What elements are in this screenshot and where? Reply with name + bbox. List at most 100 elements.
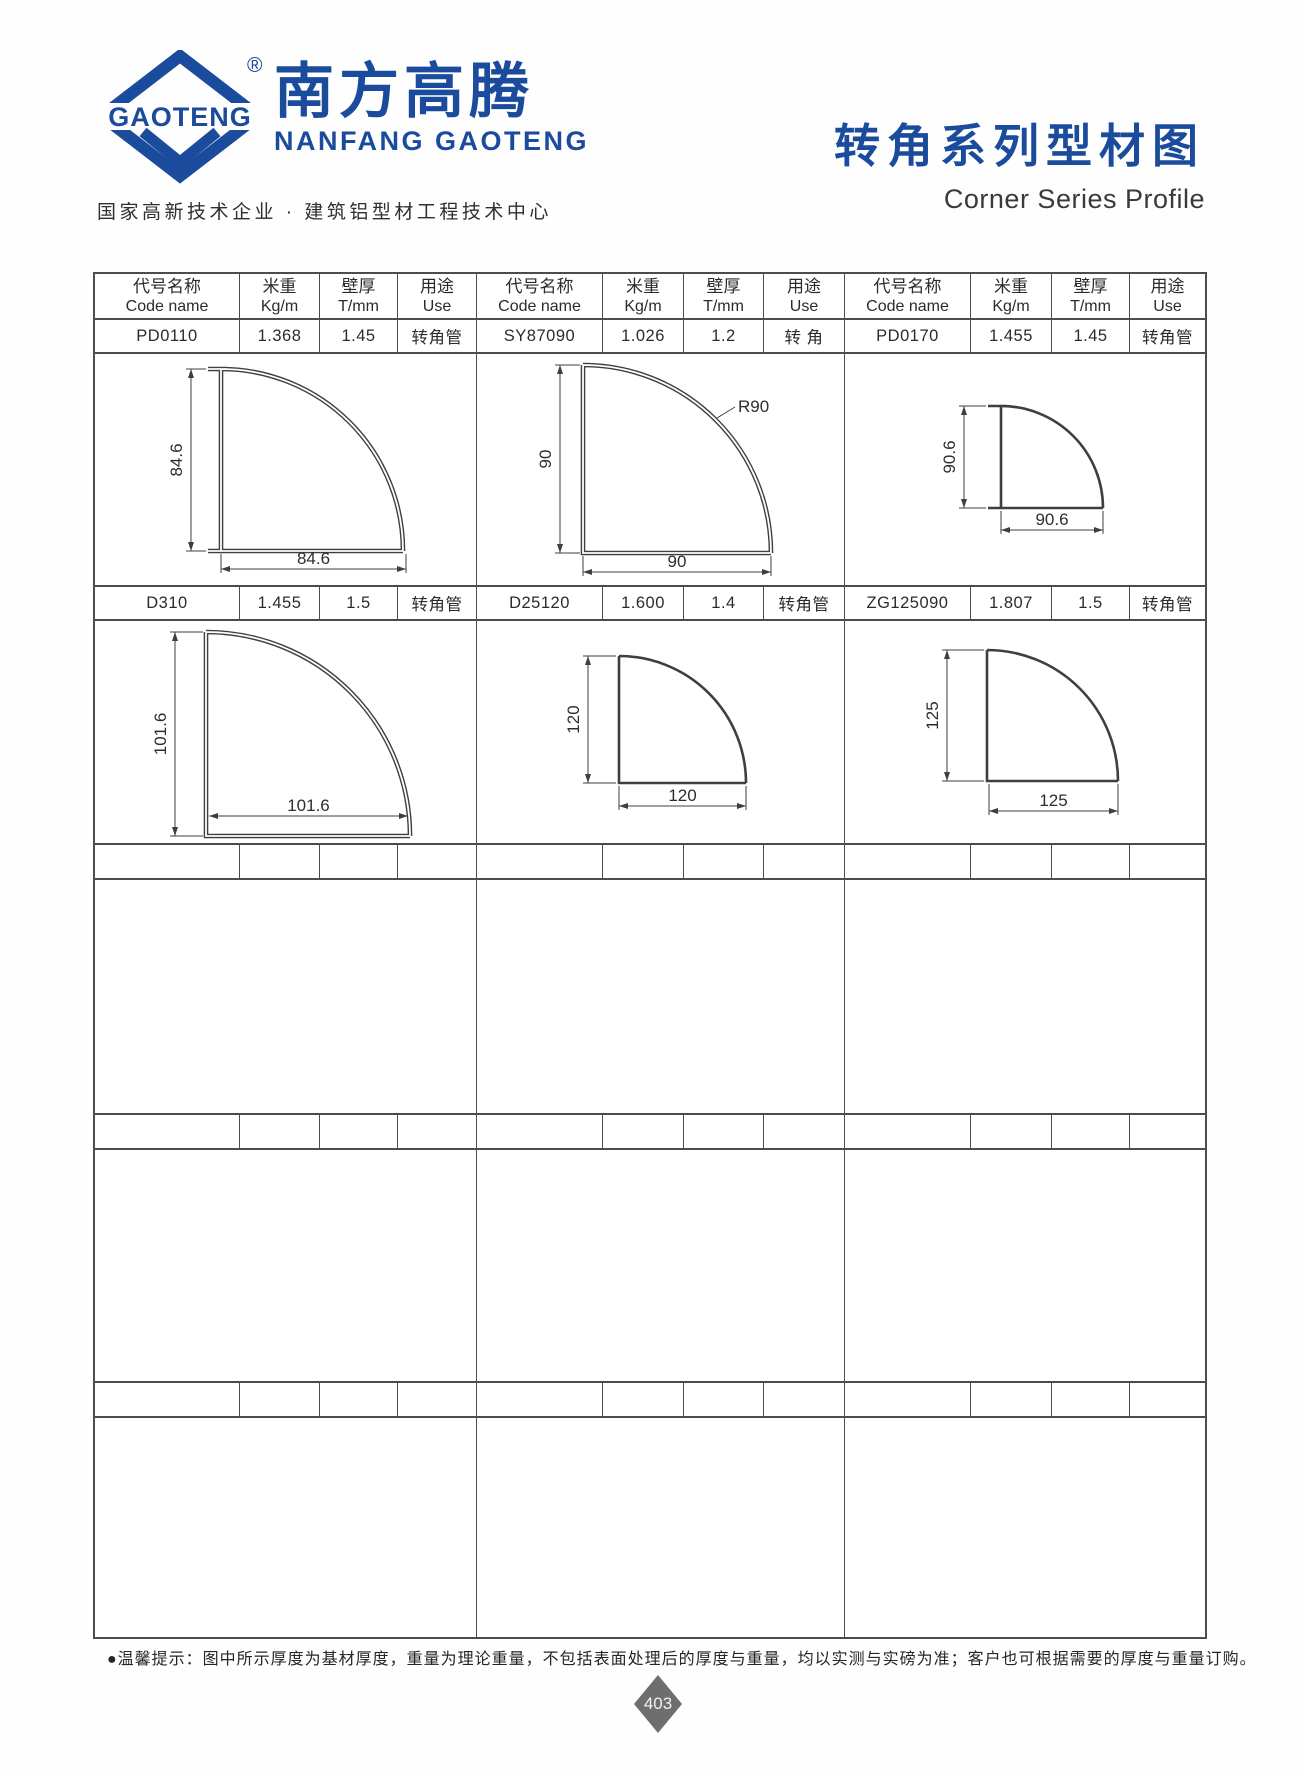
drawing-cell: 125 125 (845, 621, 1205, 843)
empty-drawing-cell (845, 1418, 1205, 1637)
column-header-use: 用途 Use (398, 274, 477, 318)
empty-cell (845, 1115, 971, 1148)
use-cell: 转角管 (764, 587, 845, 619)
empty-cell (1130, 1383, 1205, 1416)
column-header-weight: 米重 Kg/m (971, 274, 1052, 318)
drawing-cell: 90 90 R90 (477, 354, 845, 585)
thickness-cell: 1.5 (320, 587, 398, 619)
column-header-thickness: 壁厚 T/mm (684, 274, 764, 318)
code-cell: PD0170 (845, 320, 971, 352)
column-header-weight: 米重 Kg/m (603, 274, 684, 318)
empty-cell (398, 845, 477, 878)
empty-cell (684, 845, 764, 878)
empty-cell (320, 1383, 398, 1416)
drawing-cell: 84.6 84.6 (95, 354, 477, 585)
weight-cell: 1.026 (603, 320, 684, 352)
svg-text:125: 125 (1039, 791, 1067, 810)
code-cell: ZG125090 (845, 587, 971, 619)
empty-cell (477, 1383, 603, 1416)
table-data-row: PD0110 1.368 1.45 转角管 SY87090 1.026 1.2 转 角 PD01… (95, 320, 1205, 354)
empty-drawing-cell (95, 1150, 477, 1381)
weight-cell: 1.455 (971, 320, 1052, 352)
empty-cell (1130, 1115, 1205, 1148)
column-header-thickness: 壁厚 T/mm (320, 274, 398, 318)
empty-drawing-row (95, 880, 1205, 1115)
empty-cell (95, 845, 240, 878)
empty-cell (764, 1383, 845, 1416)
gaoteng-logo: GAOTENG ® (95, 50, 273, 184)
use-cell: 转角管 (1142, 596, 1193, 614)
svg-text:90: 90 (536, 449, 555, 468)
column-header-use: 用途 Use (1150, 276, 1185, 316)
table-header-row: 代号名称 Code name 米重 Kg/m 壁厚 T/mm 用途 Use 代号名称 Code n… (95, 274, 1205, 320)
page-number: 403 (643, 1694, 673, 1713)
page-title-en: Corner Series Profile (943, 184, 1205, 214)
empty-cell (971, 845, 1052, 878)
code-cell: D310 (95, 587, 240, 619)
empty-drawing-cell (477, 1150, 845, 1381)
thickness-cell: 1.45 (1052, 320, 1130, 352)
weight-cell: 1.600 (603, 587, 684, 619)
empty-cell (240, 1383, 320, 1416)
use-cell: 转角管 (398, 320, 477, 352)
weight-cell: 1.368 (240, 320, 320, 352)
empty-drawing-row (95, 1150, 1205, 1383)
empty-cell (1052, 1383, 1130, 1416)
empty-cell (1130, 845, 1205, 878)
use-cell: 转角管 (398, 587, 477, 619)
code-cell: PD0110 (95, 320, 240, 352)
empty-cell (477, 1115, 603, 1148)
empty-cell (240, 845, 320, 878)
svg-text:90: 90 (667, 552, 686, 571)
empty-spec-row (95, 1115, 1205, 1150)
thickness-cell: 1.4 (684, 587, 764, 619)
column-header-code: 代号名称 Code name (477, 274, 603, 318)
svg-text:R90: R90 (738, 397, 769, 416)
empty-cell (845, 1383, 971, 1416)
thickness-cell: 1.2 (684, 320, 764, 352)
svg-text:101.6: 101.6 (151, 712, 170, 755)
use-cell: 转角管 (1142, 329, 1193, 347)
page-number-badge: 403 (634, 1675, 682, 1733)
code-cell: SY87090 (477, 320, 603, 352)
empty-cell (320, 845, 398, 878)
svg-text:125: 125 (923, 701, 942, 729)
footnote: ●温馨提示：图中所示厚度为基材厚度，重量为理论重量，不包括表面处理后的厚度与重量… (107, 1651, 1257, 1668)
page-title-block: 转角系列型材图 Corner Series Profile (834, 110, 1205, 215)
profile-drawing-PD0170: 90.6 90.6 (940, 404, 1105, 534)
empty-spec-row (95, 845, 1205, 880)
empty-spec-row (95, 1383, 1205, 1418)
company-name-block: 南方高腾 NANFANG GAOTENG (274, 62, 589, 157)
use-cell: 转 角 (764, 320, 845, 352)
code-cell: D25120 (477, 587, 603, 619)
profile-table: 代号名称 Code name 米重 Kg/m 壁厚 T/mm 用途 Use 代号名称 Code n… (93, 272, 1207, 1639)
empty-cell (971, 1383, 1052, 1416)
drawing-row: 101.6 101.6 120 120 125 125 (95, 621, 1205, 845)
empty-drawing-cell (477, 880, 845, 1113)
empty-cell (603, 1383, 684, 1416)
drawing-cell: 120 120 (477, 621, 845, 843)
drawing-cell: 101.6 101.6 (95, 621, 477, 843)
empty-cell (95, 1383, 240, 1416)
svg-text:84.6: 84.6 (296, 549, 329, 568)
company-tagline: 国家高新技术企业 · 建筑铝型材工程技术中心 (97, 202, 552, 223)
column-header-thickness: 壁厚 T/mm (1052, 274, 1130, 318)
empty-cell (764, 845, 845, 878)
drawing-row: 84.6 84.6 90 90 R90 90.6 90.6 (95, 354, 1205, 587)
thickness-cell: 1.45 (320, 320, 398, 352)
empty-cell (603, 845, 684, 878)
empty-cell (603, 1115, 684, 1148)
profile-drawing-D310: 101.6 101.6 (151, 629, 412, 838)
empty-cell (1052, 845, 1130, 878)
empty-cell (320, 1115, 398, 1148)
registered-mark: ® (247, 54, 263, 77)
company-name-en: NANFANG GAOTENG (274, 126, 590, 156)
svg-text:101.6: 101.6 (287, 796, 330, 815)
svg-text:120: 120 (564, 705, 583, 733)
empty-cell (95, 1115, 240, 1148)
weight-cell: 1.455 (240, 587, 320, 619)
column-header-code: 代号名称 Code name (95, 274, 240, 318)
empty-drawing-cell (95, 1418, 477, 1637)
thickness-cell: 1.5 (1052, 587, 1130, 619)
